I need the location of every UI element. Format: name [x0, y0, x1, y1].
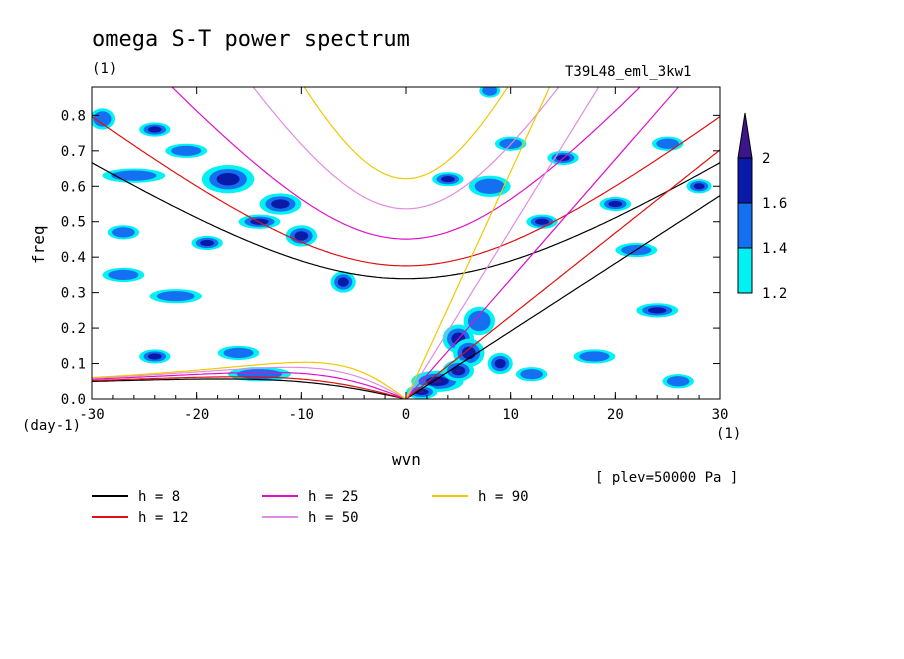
dispersion-curve-h90-kelvin: [405, 87, 551, 399]
y-tick-label: 0.4: [61, 250, 86, 266]
dispersion-curve-h90-rossby1: [92, 361, 407, 399]
dispersion-curve-h8-rossby1: [92, 378, 407, 399]
title-unit: (1): [92, 61, 117, 77]
x-tick-label: 0: [402, 407, 410, 423]
power-blob: [171, 145, 202, 156]
dispersion-curve-h8-kelvin: [405, 195, 720, 399]
power-shading: [92, 87, 712, 399]
y-tick-label: 0.5: [61, 215, 86, 231]
y-axis: 0.0 0.1 0.2 0.3 0.4 0.5 0.6 0.7 0.8: [61, 108, 720, 408]
colorbar-swatch: [737, 157, 753, 204]
power-blob: [419, 390, 425, 394]
colorbar-label: 1.4: [762, 241, 787, 257]
power-blob: [656, 138, 679, 149]
y-tick-label: 0.2: [61, 321, 86, 337]
legend-label: h = 12: [138, 510, 189, 526]
power-blob: [112, 227, 135, 238]
dispersion-curve-h8-ig1: [92, 162, 720, 280]
power-blob: [147, 353, 162, 360]
x-tick-label: -20: [184, 407, 209, 423]
x-tick-label: -10: [289, 407, 314, 423]
y-axis-label: freq: [29, 225, 48, 264]
power-blob: [608, 200, 623, 208]
power-blob: [337, 277, 349, 287]
dispersion-curve-h12-rossby1: [92, 376, 407, 399]
power-blob: [455, 368, 461, 373]
power-blob: [271, 199, 290, 209]
x-tick-label: 10: [502, 407, 519, 423]
dispersion-curve-h50-ig1: [252, 87, 560, 210]
legend-label: h = 8: [138, 489, 180, 505]
x-tick-label: 30: [712, 407, 729, 423]
power-blob: [474, 178, 505, 194]
power-blob: [494, 358, 506, 369]
y-tick-label: 0.3: [61, 286, 86, 302]
power-blob: [520, 369, 543, 380]
colorbar-arrow: [737, 112, 753, 159]
dispersion-curve-h25-ig1: [171, 87, 641, 240]
dispersion-curve-h50-rossby1: [92, 366, 407, 399]
power-blob: [111, 170, 157, 181]
level-note: [ plev=50000 Pa ]: [595, 470, 738, 486]
colorbar-label: 1.2: [762, 286, 787, 302]
plot-frame: [91, 86, 721, 400]
legend-label: h = 50: [308, 510, 359, 526]
y-tick-label: 0.1: [61, 357, 86, 373]
y-tick-label: 0.7: [61, 144, 86, 160]
x-axis: -30 -20 -10 0 10 20 30: [79, 87, 728, 423]
legend-label: h = 25: [308, 489, 359, 505]
colorbar-label: 2: [762, 151, 770, 167]
x-tick-label: 20: [607, 407, 624, 423]
dispersion-curve-h25-rossby1: [92, 371, 407, 399]
dispersion-curves: [92, 87, 720, 399]
colorbar-swatch: [737, 202, 753, 249]
power-blob: [482, 87, 498, 96]
power-blob: [156, 291, 195, 302]
power-blob: [216, 172, 240, 186]
chart-title: omega S-T power spectrum: [92, 27, 410, 52]
legend: h = 8 h = 12 h = 25 h = 50 h = 90: [92, 489, 529, 526]
power-blob: [467, 310, 491, 332]
colorbar-swatch: [737, 247, 753, 294]
colorbar-label: 1.6: [762, 196, 787, 212]
y-tick-label: 0.6: [61, 179, 86, 195]
y-unit-label: (day-1): [22, 418, 81, 434]
plot-area: -30 -20 -10 0 10 20 30 0.00.10.20.30.40.50.60.…: [61, 86, 728, 423]
power-blob: [147, 126, 162, 133]
dispersion-curve-h50-kelvin: [405, 87, 600, 399]
x-unit-label: (1): [716, 426, 741, 442]
power-blob: [579, 351, 610, 362]
dispersion-curve-h12-ig1: [92, 116, 720, 267]
power-blob: [200, 239, 215, 247]
power-blob: [693, 183, 705, 190]
power-blob: [535, 218, 549, 225]
colorbar: 2 1.6 1.4 1.2: [737, 112, 787, 302]
power-blob: [108, 269, 139, 281]
y-tick-label: 0.8: [61, 108, 86, 124]
experiment-label: T39L48_eml_3kw1: [565, 64, 691, 80]
x-tick-label: -30: [79, 407, 104, 423]
power-blob: [294, 231, 309, 241]
dispersion-curve-h90-ig1: [303, 87, 509, 180]
x-axis-label: wvn: [392, 450, 421, 469]
power-blob: [666, 376, 690, 387]
power-blob: [223, 347, 254, 359]
power-blob: [440, 176, 455, 183]
legend-label: h = 90: [478, 489, 529, 505]
y-tick-label: 0.0: [61, 392, 86, 408]
power-blob: [647, 307, 667, 314]
dispersion-curve-h12-kelvin: [405, 149, 720, 399]
dispersion-curve-h25-kelvin: [405, 87, 680, 399]
